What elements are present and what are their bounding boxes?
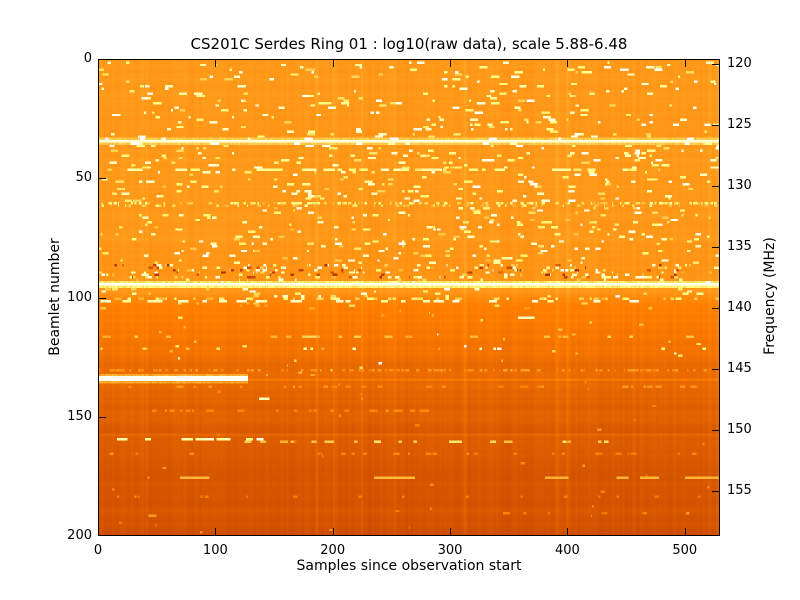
x-tick-label: 400 <box>555 543 580 558</box>
y-axis-label-right: Frequency (MHz) <box>762 237 778 355</box>
x-tick-label: 0 <box>93 543 103 558</box>
y-tick-label-left: 200 <box>67 528 92 543</box>
y-tick-label-right: 145 <box>727 360 752 376</box>
heatmap-canvas <box>98 59 720 536</box>
y-tick-label-right: 135 <box>727 238 752 254</box>
x-tick-label: 300 <box>437 543 463 558</box>
y-tick-label-right: 150 <box>727 421 752 437</box>
y-tick-label-right: 120 <box>727 56 752 71</box>
y-tick-label-right: 130 <box>727 178 752 193</box>
y-tick-label-left: 100 <box>67 289 92 305</box>
y-tick-label-left: 150 <box>67 408 92 424</box>
x-tick-label: 100 <box>202 543 228 558</box>
y-tick-label-right: 140 <box>727 299 752 315</box>
x-axis-label: Samples since observation start <box>296 558 522 574</box>
plot-title: CS201C Serdes Ring 01 : log10(raw data),… <box>190 35 628 53</box>
x-tick-label: 200 <box>320 543 346 558</box>
y-tick-label-left: 0 <box>83 51 92 66</box>
x-tick-label: 500 <box>672 543 698 558</box>
y-tick-label-left: 50 <box>75 170 92 186</box>
y-tick-label-right: 155 <box>727 482 752 498</box>
y-axis-label-left: Beamlet number <box>47 238 63 356</box>
y-tick-label-right: 125 <box>727 117 752 132</box>
